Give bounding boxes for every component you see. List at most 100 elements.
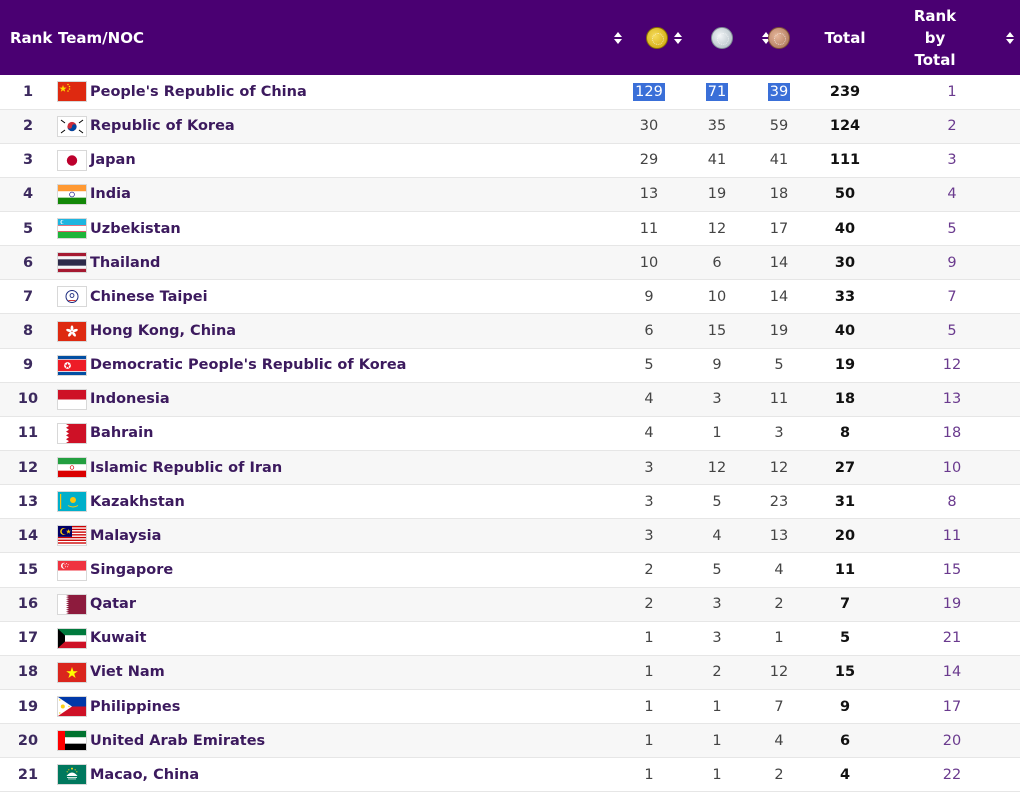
total-cell: 7 — [806, 587, 884, 621]
table-row[interactable]: 8 Hong Kong, China 6 15 19 40 5 — [0, 313, 1020, 349]
team-cell[interactable]: Philippines — [56, 690, 616, 724]
table-row[interactable]: 14 Malaysia 3 4 13 20 11 — [0, 518, 1020, 553]
team-cell[interactable]: People's Republic of China — [56, 75, 616, 109]
table-row[interactable]: 6 Thailand 10 6 14 30 9 — [0, 245, 1020, 280]
team-cell[interactable]: Japan — [56, 143, 616, 177]
total-cell: 4 — [806, 758, 884, 792]
rank-cell: 1 — [0, 75, 56, 109]
total-count: 15 — [834, 664, 856, 681]
sort-silver-icon[interactable] — [762, 31, 770, 44]
rank-cell: 15 — [0, 553, 56, 587]
table-row[interactable]: 15 Singapore 2 5 4 11 15 — [0, 553, 1020, 588]
team-cell[interactable]: Chinese Taipei — [56, 280, 616, 314]
team-link[interactable]: Malaysia — [90, 527, 162, 544]
table-row[interactable]: 12 Islamic Republic of Iran 3 12 12 27 10 — [0, 450, 1020, 485]
table-row[interactable]: 19 Philippines 1 1 7 9 17 — [0, 690, 1020, 724]
team-cell[interactable]: Kazakhstan — [56, 485, 616, 519]
total-count: 19 — [834, 357, 856, 374]
table-row[interactable]: 13 Kazakhstan 3 5 23 31 8 — [0, 485, 1020, 519]
sort-gold-icon[interactable] — [674, 31, 682, 44]
table-row[interactable]: 20 United Arab Emirates 1 1 4 6 20 — [0, 723, 1020, 758]
silver-cell: 5 — [682, 553, 752, 587]
team-link[interactable]: Thailand — [90, 254, 161, 271]
team-cell[interactable]: Uzbekistan — [56, 212, 616, 246]
rank-value: 4 — [22, 186, 34, 203]
team-cell[interactable]: Thailand — [56, 246, 616, 280]
table-body: 1 People's Republic of China 129 71 39 239 1 2 R… — [0, 75, 1020, 792]
team-cell[interactable]: Macao, China — [56, 758, 616, 792]
team-link[interactable]: Republic of Korea — [90, 118, 235, 135]
team-link[interactable]: Bahrain — [90, 425, 154, 442]
team-link[interactable]: Chinese Taipei — [90, 288, 208, 305]
team-link[interactable]: Kuwait — [90, 630, 147, 647]
table-row[interactable]: 5 Uzbekistan 11 12 17 40 5 — [0, 212, 1020, 246]
team-link[interactable]: Kazakhstan — [90, 493, 185, 510]
team-cell[interactable]: Kuwait — [56, 621, 616, 655]
team-link[interactable]: Philippines — [90, 698, 181, 715]
team-cell[interactable]: Singapore — [56, 553, 616, 587]
table-row[interactable]: 16 Qatar 2 3 2 7 19 — [0, 587, 1020, 622]
team-cell[interactable]: Islamic Republic of Iran — [56, 451, 616, 485]
sort-team-icon[interactable] — [614, 31, 622, 44]
team-cell[interactable]: Malaysia — [56, 519, 616, 553]
table-row[interactable]: 17 Kuwait 1 3 1 5 21 — [0, 621, 1020, 656]
team-link[interactable]: India — [90, 186, 131, 203]
table-row[interactable]: 21 Macao, China 1 1 2 4 22 — [0, 758, 1020, 792]
rank-by-total-value: 12 — [942, 357, 962, 374]
team-link[interactable]: United Arab Emirates — [90, 732, 266, 749]
gold-column-header[interactable] — [616, 0, 682, 75]
total-count: 5 — [839, 630, 851, 647]
table-row[interactable]: 7 Chinese Taipei 9 10 14 33 7 — [0, 280, 1020, 314]
table-row[interactable]: 18 Viet Nam 1 2 12 15 14 — [0, 655, 1020, 690]
team-link[interactable]: Democratic People's Republic of Korea — [90, 357, 407, 374]
table-row[interactable]: 3 Japan 29 41 41 111 3 — [0, 143, 1020, 178]
team-link[interactable]: Hong Kong, China — [90, 323, 237, 340]
rank-by-total-cell: 15 — [884, 553, 1020, 587]
table-row[interactable]: 10 Indonesia 4 3 11 18 13 — [0, 382, 1020, 417]
silver-count: 5 — [712, 493, 722, 510]
silver-count: 1 — [712, 425, 722, 442]
total-cell: 15 — [806, 655, 884, 689]
team-link[interactable]: Indonesia — [90, 391, 170, 408]
team-link[interactable]: Viet Nam — [90, 664, 165, 681]
silver-column-header[interactable] — [682, 0, 770, 75]
bronze-column-header[interactable] — [752, 0, 806, 75]
total-cell: 30 — [806, 246, 884, 280]
team-cell[interactable]: Hong Kong, China — [56, 314, 616, 348]
silver-count: 3 — [712, 630, 722, 647]
team-link[interactable]: Uzbekistan — [90, 220, 181, 237]
team-cell[interactable]: Indonesia — [56, 382, 616, 416]
rank-by-total-column-header[interactable]: Rank by Total — [884, 0, 1020, 75]
team-cell[interactable]: United Arab Emirates — [56, 724, 616, 758]
team-cell[interactable]: India — [56, 177, 616, 211]
team-cell[interactable]: Democratic People's Republic of Korea — [56, 348, 616, 382]
team-link[interactable]: Macao, China — [90, 766, 200, 783]
gold-count: 6 — [644, 323, 654, 340]
team-cell[interactable]: Viet Nam — [56, 655, 616, 689]
team-column-header[interactable]: Team/NOC — [56, 0, 622, 75]
rank-by-total-value: 21 — [942, 630, 962, 647]
flag-kazakhstan-icon — [58, 492, 86, 512]
gold-medal-icon — [646, 26, 668, 49]
team-cell[interactable]: Republic of Korea — [56, 109, 616, 143]
team-cell[interactable]: Qatar — [56, 587, 616, 621]
gold-count: 1 — [644, 732, 654, 749]
team-link[interactable]: Japan — [90, 152, 136, 169]
gold-cell: 6 — [616, 314, 682, 348]
table-row[interactable]: 2 Republic of Korea 30 35 59 124 2 — [0, 109, 1020, 144]
team-link[interactable]: Qatar — [90, 596, 136, 613]
team-link[interactable]: Islamic Republic of Iran — [90, 459, 283, 476]
team-link[interactable]: Singapore — [90, 562, 174, 579]
table-row[interactable]: 9 Democratic People's Republic of Korea 5 9… — [0, 348, 1020, 383]
total-count: 27 — [834, 459, 856, 476]
team-cell[interactable]: Bahrain — [56, 416, 616, 450]
table-row[interactable]: 1 People's Republic of China 129 71 39 239 1 — [0, 75, 1020, 110]
silver-cell: 19 — [682, 177, 752, 211]
table-row[interactable]: 11 Bahrain 4 1 3 8 18 — [0, 416, 1020, 451]
sort-rank-by-total-icon[interactable] — [1006, 31, 1014, 44]
silver-cell: 5 — [682, 485, 752, 519]
rank-value: 13 — [17, 493, 39, 510]
rank-cell: 13 — [0, 485, 56, 519]
team-link[interactable]: People's Republic of China — [90, 83, 307, 100]
table-row[interactable]: 4 India 13 19 18 50 4 — [0, 177, 1020, 212]
